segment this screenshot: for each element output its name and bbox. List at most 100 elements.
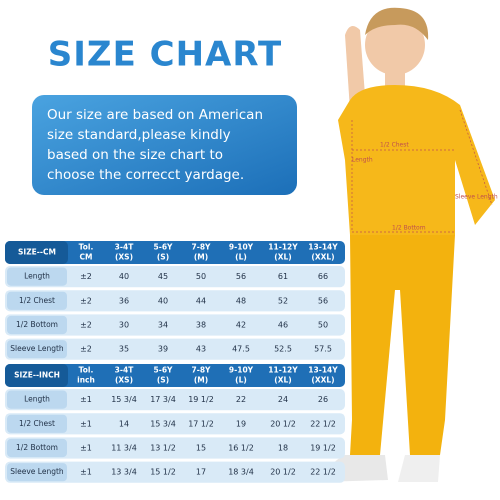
header-bg xyxy=(5,241,345,264)
header-cell: (XXL) xyxy=(311,376,334,385)
table-cell: 44 xyxy=(196,296,206,305)
table-cell: ±1 xyxy=(80,395,92,404)
row-bg xyxy=(5,461,345,483)
row-bg xyxy=(5,413,345,435)
row-bg xyxy=(5,290,345,312)
header-cell: (M) xyxy=(194,376,208,385)
table-cell: 36 xyxy=(119,296,129,305)
table-cell: 56 xyxy=(236,272,246,281)
table-cell: 20 1/2 xyxy=(270,419,296,428)
note-line: choose the correcct yardage. xyxy=(47,167,244,183)
header-cell: 5-6Y xyxy=(154,366,174,375)
header-cell: 13-14Y xyxy=(308,243,338,252)
header-cell: Tol. xyxy=(79,366,94,375)
header-cell: inch xyxy=(77,376,95,385)
header-cell: (XL) xyxy=(274,253,291,262)
note-line: Our size are based on American xyxy=(47,107,263,123)
row-label: Length xyxy=(24,272,50,281)
table-cell: 34 xyxy=(158,321,168,330)
header-cell: (S) xyxy=(157,376,169,385)
annotation: 1/2 Bottom xyxy=(392,225,426,232)
row-label-bg xyxy=(7,463,67,482)
header-cell: (XS) xyxy=(115,376,133,385)
row-bg xyxy=(5,314,345,336)
table-cell: 15 1/2 xyxy=(150,468,176,477)
header-cell: (XS) xyxy=(115,253,133,262)
table-cell: ±1 xyxy=(80,468,92,477)
header-cell: 7-8Y xyxy=(192,366,212,375)
table-cell: 42 xyxy=(236,321,246,330)
header-cell: (M) xyxy=(194,253,208,262)
table-cell: 24 xyxy=(278,395,288,404)
table-cell: 17 1/2 xyxy=(188,419,214,428)
table-cell: 43 xyxy=(196,345,206,354)
table-cell: 13 1/2 xyxy=(150,444,176,453)
header-label-bg xyxy=(5,241,68,264)
header-cell: SIZE--CM xyxy=(18,248,56,257)
header-cell: SIZE--INCH xyxy=(14,371,60,380)
header-cell: (XL) xyxy=(274,376,291,385)
row-label: 1/2 Bottom xyxy=(16,320,58,329)
table-cell: 22 1/2 xyxy=(310,468,336,477)
header-cell: 3-4T xyxy=(115,366,135,375)
table-cell: ±1 xyxy=(80,419,92,428)
row-label: Length xyxy=(24,395,50,404)
header-cell: CM xyxy=(80,253,93,262)
row-bg xyxy=(5,338,345,360)
annotation: Sleeve Length xyxy=(455,194,498,201)
table-cell: ±2 xyxy=(80,321,92,330)
table-cell: 18 3/4 xyxy=(228,468,254,477)
table-cell: 18 xyxy=(278,444,288,453)
header-label-bg xyxy=(5,364,68,387)
header-cell: 11-12Y xyxy=(268,243,298,252)
table-cell: 19 1/2 xyxy=(310,444,336,453)
table-cell: ±2 xyxy=(80,345,92,354)
table-cell: 39 xyxy=(158,345,168,354)
table-cell: 48 xyxy=(236,296,246,305)
header-bg xyxy=(5,364,345,387)
header-cell: (XXL) xyxy=(311,253,334,262)
header-cell: 9-10Y xyxy=(229,243,254,252)
table-cell: 13 3/4 xyxy=(111,468,137,477)
annotation: Length xyxy=(352,157,373,164)
table-cell: 66 xyxy=(318,272,328,281)
table-cell: 46 xyxy=(278,321,288,330)
table-cell: 52.5 xyxy=(274,345,292,354)
header-cell: 3-4T xyxy=(115,243,135,252)
table-cell: 56 xyxy=(318,296,328,305)
table-cell: 15 3/4 xyxy=(111,395,137,404)
header-cell: 13-14Y xyxy=(308,366,338,375)
table-cell: 38 xyxy=(196,321,206,330)
header-cell: (L) xyxy=(235,376,247,385)
table-cell: 61 xyxy=(278,272,288,281)
table-cell: 35 xyxy=(119,345,129,354)
table-cell: ±2 xyxy=(80,296,92,305)
table-cell: 57.5 xyxy=(314,345,332,354)
note-box xyxy=(32,95,297,195)
header-cell: 11-12Y xyxy=(268,366,298,375)
row-label-bg xyxy=(7,390,67,409)
note-line: size standard,please kindly xyxy=(47,127,231,143)
table-cell: 52 xyxy=(278,296,288,305)
row-label: 1/2 Chest xyxy=(19,419,55,428)
header-cell: (S) xyxy=(157,253,169,262)
row-bg xyxy=(5,266,345,288)
row-label: 1/2 Chest xyxy=(19,296,55,305)
model-figure xyxy=(320,7,495,482)
table-cell: 50 xyxy=(196,272,206,281)
table-cell: 30 xyxy=(119,321,129,330)
row-label-bg xyxy=(7,340,67,359)
header-cell: (L) xyxy=(235,253,247,262)
table-cell: 17 xyxy=(196,468,206,477)
header-cell: 9-10Y xyxy=(229,366,254,375)
measure-lines xyxy=(351,109,493,233)
table-cell: 22 xyxy=(236,395,246,404)
header-cell: 5-6Y xyxy=(154,243,174,252)
table-cell: 16 1/2 xyxy=(228,444,254,453)
table-cell: 15 xyxy=(196,444,206,453)
table-cell: 20 1/2 xyxy=(270,468,296,477)
table-cell: 40 xyxy=(158,296,168,305)
table-cell: 45 xyxy=(158,272,168,281)
header-cell: Tol. xyxy=(79,243,94,252)
